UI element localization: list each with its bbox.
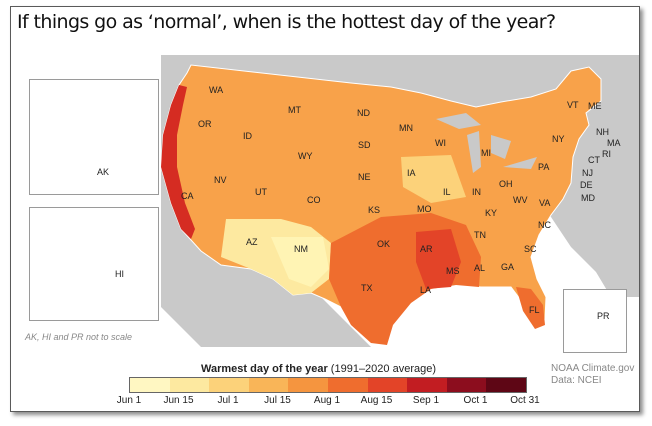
- state-label-mi: MI: [481, 148, 491, 158]
- state-label-ny: NY: [552, 134, 565, 144]
- state-label-me: ME: [588, 101, 602, 111]
- state-label-ar: AR: [420, 244, 433, 254]
- legend-tick-label: Oct 31: [510, 395, 540, 406]
- state-label-il: IL: [443, 187, 451, 197]
- state-label-va: VA: [539, 198, 551, 208]
- state-label-ak: AK: [97, 167, 110, 177]
- legend-tick-label: Jul 1: [217, 395, 239, 406]
- legend-tick-label: Jun 15: [163, 395, 194, 406]
- state-label-ma: MA: [607, 138, 621, 148]
- state-label-sc: SC: [524, 244, 537, 254]
- state-label-ca: CA: [181, 191, 194, 201]
- map-canvas: [48, 55, 639, 347]
- state-label-nd: ND: [357, 108, 370, 118]
- state-label-mn: MN: [399, 123, 413, 133]
- lower-mississippi-hot-zone: [416, 229, 461, 289]
- state-label-nm: NM: [294, 244, 308, 254]
- hawaii-inset-frame: [29, 207, 159, 321]
- state-label-ks: KS: [368, 205, 381, 215]
- state-label-ms: MS: [446, 266, 460, 276]
- legend-tick-label: Aug 15: [360, 395, 393, 406]
- legend-tick-label: Jul 15: [264, 395, 291, 406]
- state-label-az: AZ: [246, 237, 258, 247]
- legend-swatch: [209, 378, 249, 392]
- legend-tick-label: Aug 1: [313, 395, 341, 406]
- state-label-ky: KY: [485, 208, 498, 218]
- state-label-nh: NH: [596, 127, 609, 137]
- legend-swatch: [446, 378, 487, 392]
- legend-title: Warmest day of the year (1991–2020 avera…: [201, 363, 436, 375]
- legend-swatch: [248, 378, 289, 392]
- state-label-hi: HI: [115, 269, 124, 279]
- state-label-wa: WA: [209, 85, 224, 95]
- legend-swatch: [288, 378, 328, 392]
- state-label-mt: MT: [288, 105, 301, 115]
- state-label-mo: MO: [417, 204, 432, 214]
- state-label-md: MD: [581, 193, 595, 203]
- alaska-inset-frame: [29, 79, 159, 195]
- map-title: If things go as ‘normal’, when is the ho…: [17, 11, 556, 33]
- credit: NOAA Climate.gov Data: NCEI: [551, 363, 634, 387]
- legend-swatch: [407, 378, 447, 392]
- map-figure: If things go as ‘normal’, when is the ho…: [10, 6, 640, 412]
- state-label-ne: NE: [358, 172, 371, 182]
- state-label-ia: IA: [407, 168, 416, 178]
- pacific-coast-hot-zone: [161, 85, 195, 239]
- state-label-sd: SD: [358, 140, 371, 150]
- state-label-wi: WI: [435, 138, 446, 148]
- state-label-in: IN: [472, 187, 481, 197]
- legend-tick-label: Sep 1: [412, 395, 440, 406]
- state-label-tn: TN: [474, 230, 486, 240]
- legend-tick-label: Oct 1: [463, 395, 488, 406]
- state-label-pr: PR: [597, 311, 610, 321]
- state-label-ga: GA: [501, 262, 515, 272]
- credit-data: Data: NCEI: [551, 375, 602, 386]
- upper-midwest-zone: [401, 155, 466, 203]
- legend-swatch: [367, 378, 408, 392]
- state-label-pa: PA: [538, 162, 550, 172]
- state-label-ri: RI: [602, 149, 611, 159]
- credit-source: NOAA Climate.gov: [551, 363, 635, 374]
- state-label-tx: TX: [361, 283, 373, 293]
- legend-swatch: [130, 378, 170, 392]
- scale-note: AK, HI and PR not to scale: [25, 332, 133, 342]
- state-label-nc: NC: [538, 220, 551, 230]
- state-label-ct: CT: [588, 155, 600, 165]
- state-label-fl: FL: [529, 305, 540, 315]
- florida-peninsula: [516, 287, 545, 329]
- state-label-id: ID: [243, 131, 252, 141]
- state-label-or: OR: [198, 119, 212, 129]
- puerto-rico-inset-frame: [563, 289, 627, 353]
- state-label-ok: OK: [377, 239, 391, 249]
- state-label-oh: OH: [499, 179, 513, 189]
- legend-tick-label: Jun 1: [116, 395, 142, 406]
- state-label-la: LA: [420, 285, 432, 295]
- new-mexico-early-zone: [271, 237, 329, 287]
- legend-swatch: [169, 378, 210, 392]
- state-label-wy: WY: [298, 151, 313, 161]
- state-label-vt: VT: [567, 100, 579, 110]
- state-label-ut: UT: [255, 187, 267, 197]
- legend-color-bar: [129, 377, 527, 393]
- great-lakes: [436, 113, 537, 173]
- legend-swatch: [327, 378, 368, 392]
- state-label-co: CO: [307, 195, 321, 205]
- state-label-de: DE: [580, 180, 593, 190]
- legend-swatch: [486, 378, 526, 392]
- state-label-al: AL: [474, 263, 486, 273]
- state-label-nv: NV: [214, 175, 227, 185]
- south-central-hot-zone: [329, 213, 481, 345]
- state-label-nj: NJ: [582, 168, 593, 178]
- state-label-wv: WV: [513, 195, 528, 205]
